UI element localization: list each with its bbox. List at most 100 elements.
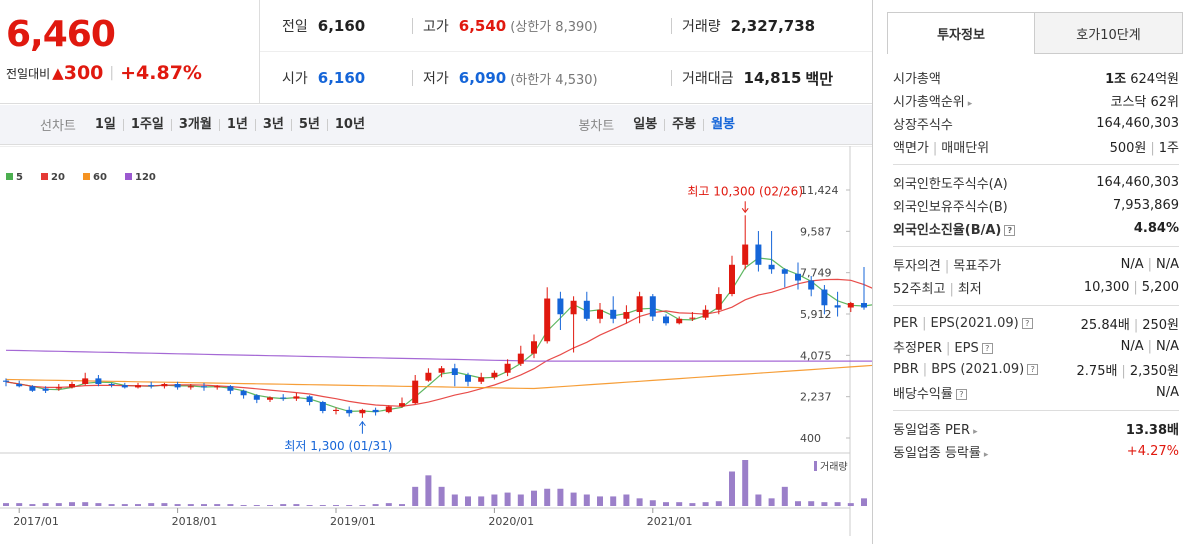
volume-bar <box>623 494 630 506</box>
candle-body <box>161 384 168 387</box>
info-row: 52주최고 | 최저 10,300 | 5,200 <box>893 276 1179 299</box>
min-annotation: 최저 1,300 (01/31) <box>284 439 392 453</box>
candle-body <box>768 264 775 270</box>
volume-bar <box>755 494 762 506</box>
info-value: 13.38배 <box>1125 423 1179 438</box>
info-row: 시가총액순위 ▸ 코스닥 62위 <box>893 89 1179 112</box>
candle-body <box>16 384 23 387</box>
legend-label-60: 60 <box>93 172 107 183</box>
candle-body <box>583 300 590 319</box>
period-option-0[interactable]: 1일 <box>88 118 124 131</box>
volume-bar <box>29 504 36 506</box>
candle-body <box>306 396 313 403</box>
info-label: 투자의견 | 목표주가 <box>893 259 1002 274</box>
volume-legend-swatch <box>814 461 817 471</box>
volume-bar <box>385 503 392 506</box>
period-option-4[interactable]: 3년 <box>256 118 292 131</box>
volume-bar <box>174 504 181 506</box>
info-label: PBR | BPS (2021.09)? <box>893 362 1039 377</box>
y-tick-label: 9,587 <box>800 225 832 238</box>
help-icon[interactable]: ? <box>1027 364 1039 375</box>
volume-bar <box>821 502 828 506</box>
low-price: 저가 6,090 (하한가 4,530) <box>423 69 598 88</box>
info-value: 164,460,303 <box>1096 116 1179 131</box>
candle-body <box>663 316 669 324</box>
period-option-1[interactable]: 1주일 <box>124 118 172 131</box>
volume-bar <box>531 490 537 506</box>
help-icon[interactable]: ? <box>1004 225 1016 236</box>
period-option-5[interactable]: 5년 <box>292 118 328 131</box>
candle-body <box>715 294 722 310</box>
info-row: 배당수익률? N/A <box>893 381 1179 404</box>
info-label: 52주최고 | 최저 <box>893 282 982 297</box>
legend-label-5: 5 <box>16 172 23 183</box>
candle-body <box>214 386 221 388</box>
tab-investment-info[interactable]: 투자정보 <box>887 12 1035 54</box>
info-row: 외국인한도주식수(A) 164,460,303 <box>893 171 1179 194</box>
candle-body <box>755 244 762 265</box>
trade-volume: 거래량 2,327,738 <box>682 16 816 35</box>
candle-body <box>821 289 828 306</box>
candle-body <box>636 296 643 313</box>
volume-bar <box>451 494 458 506</box>
volume-bar <box>148 503 155 506</box>
legend-label-120: 120 <box>135 172 156 183</box>
volume-bar <box>293 504 300 506</box>
volume-legend-label: 거래량 <box>820 461 848 473</box>
chevron-right-icon[interactable]: ▸ <box>973 427 978 437</box>
chevron-right-icon[interactable]: ▸ <box>967 99 973 109</box>
candle-body <box>333 409 339 412</box>
candle-body <box>570 300 577 315</box>
candle-body <box>649 296 656 317</box>
candle-body <box>702 309 709 318</box>
info-row: 투자의견 | 목표주가 N/A | N/A <box>893 253 1179 276</box>
info-label: 시가총액 <box>893 72 941 87</box>
period-option-3[interactable]: 1년 <box>220 118 256 131</box>
volume-bar <box>108 504 115 506</box>
candle-body <box>385 406 392 413</box>
candle-body <box>201 386 207 388</box>
volume-bar <box>425 475 432 506</box>
candle-body <box>267 397 273 400</box>
candle-body <box>504 363 511 373</box>
info-value: 7,953,869 <box>1112 198 1179 213</box>
candle-option-1[interactable]: 주봉 <box>665 118 705 131</box>
volume-bar <box>372 504 379 506</box>
candle-body <box>412 380 419 404</box>
divider <box>893 246 1179 247</box>
help-icon[interactable]: ? <box>955 389 967 400</box>
volume-bar <box>161 503 168 506</box>
volume-bar <box>42 503 49 506</box>
candle-body <box>253 395 260 400</box>
volume-bar <box>649 500 656 506</box>
candle-body <box>346 409 353 414</box>
y-tick-label: 2,237 <box>800 391 832 404</box>
candle-body <box>689 317 696 319</box>
period-option-2[interactable]: 3개월 <box>172 118 220 131</box>
open-price: 시가 6,160 <box>282 69 366 87</box>
legend-swatch-5 <box>6 173 13 180</box>
chevron-right-icon[interactable]: ▸ <box>983 450 989 460</box>
volume-bar <box>636 498 643 506</box>
volume-bar <box>597 496 603 506</box>
tab-order-book[interactable]: 호가10단계 <box>1035 12 1183 54</box>
volume-bar <box>729 471 735 506</box>
help-icon[interactable]: ? <box>981 343 993 354</box>
change-amount: 300 <box>63 62 104 84</box>
help-icon[interactable]: ? <box>1021 318 1033 329</box>
candle-body <box>108 384 115 386</box>
candle-body <box>781 269 788 274</box>
volume-bar <box>702 502 709 506</box>
max-arrowhead-icon <box>741 207 749 214</box>
period-option-6[interactable]: 10년 <box>334 116 365 132</box>
volume-bar <box>676 502 683 506</box>
candle-body <box>69 384 75 388</box>
x-tick-label: 2020/01 <box>488 515 534 528</box>
ma-line-120 <box>5 349 878 362</box>
divider: | <box>109 65 115 81</box>
candle-option-2[interactable]: 월봉 <box>711 116 735 132</box>
candle-option-0[interactable]: 일봉 <box>626 118 666 131</box>
volume-bar <box>847 503 854 506</box>
info-label: 배당수익률? <box>893 383 967 402</box>
min-arrowhead-icon <box>359 420 366 427</box>
